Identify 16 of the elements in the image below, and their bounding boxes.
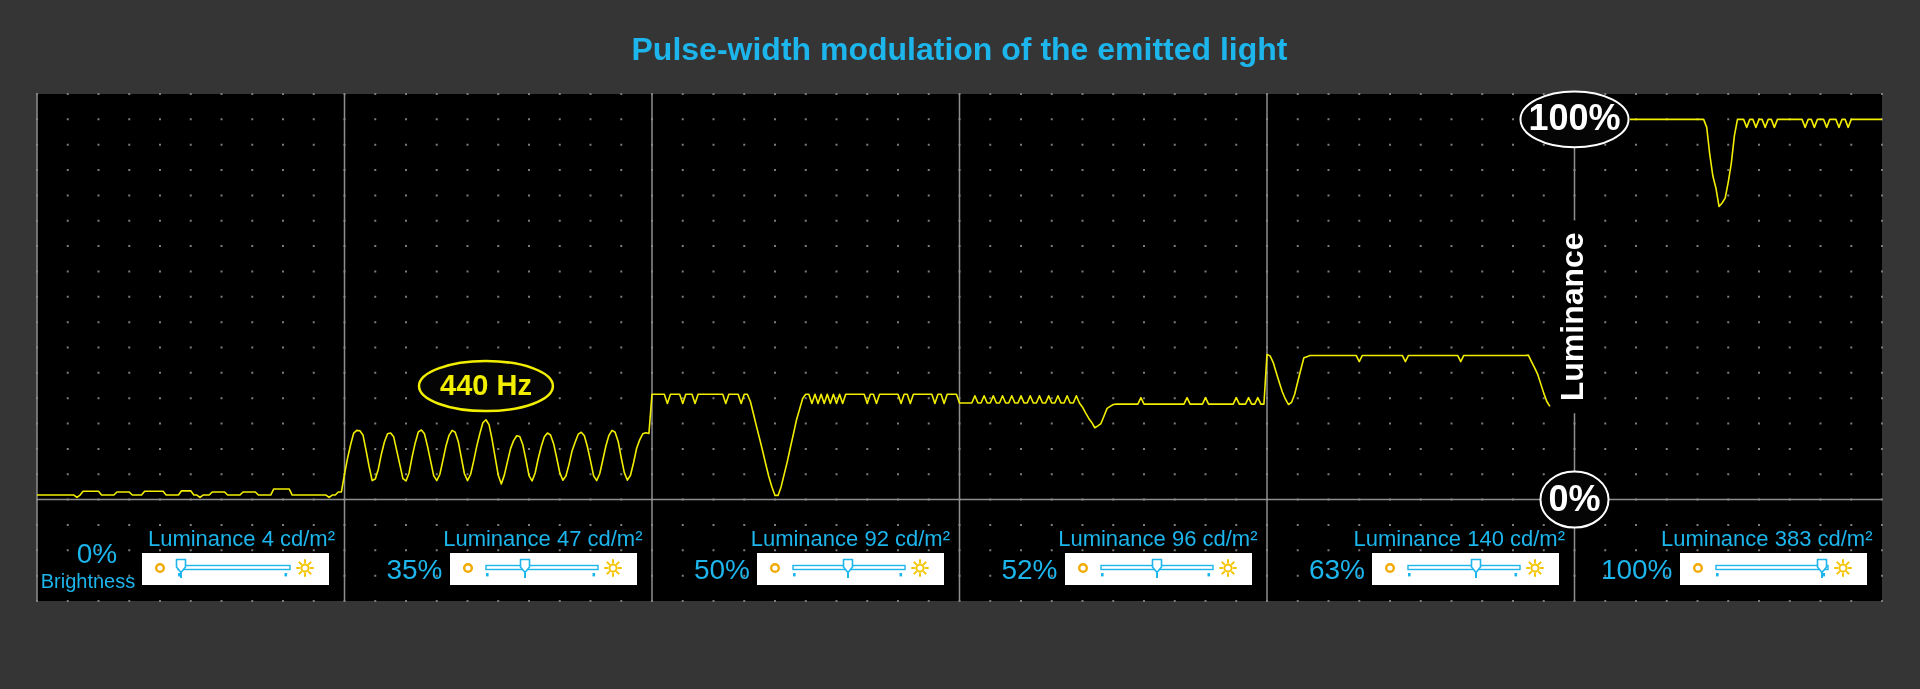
annotation: Luminance 92 cd/m² bbox=[750, 526, 951, 552]
annotation: Luminance 140 cd/m² bbox=[1353, 526, 1566, 552]
chart-title: Pulse-width modulation of the emitted light bbox=[631, 31, 1288, 68]
annotation: 50% bbox=[693, 553, 751, 585]
annotation: Luminance 4 cd/m² bbox=[147, 526, 336, 552]
annotation: Luminance 96 cd/m² bbox=[1058, 526, 1258, 552]
annotation: 52% bbox=[1001, 553, 1058, 585]
annotation: 35% bbox=[386, 553, 443, 585]
annotation: Brightness bbox=[40, 569, 136, 592]
annotation: Luminance 47 cd/m² bbox=[443, 526, 643, 552]
annotation: 0% bbox=[76, 537, 118, 569]
annotation: Luminance 383 cd/m² bbox=[1660, 526, 1873, 552]
annotation: 63% bbox=[1308, 553, 1366, 585]
annotation: 100% bbox=[1600, 553, 1673, 585]
annotation: 440 Hz bbox=[440, 369, 532, 402]
y-axis-title: Luminance bbox=[1554, 232, 1591, 402]
